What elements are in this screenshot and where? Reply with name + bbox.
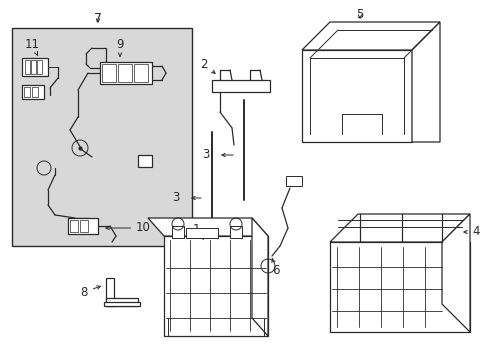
Bar (134, 64, 148, 82)
Bar (285, 176, 302, 186)
Bar (104, 302, 140, 306)
Polygon shape (329, 214, 469, 242)
Bar (229, 226, 242, 238)
Bar (106, 278, 114, 306)
Bar (22, 58, 48, 76)
Polygon shape (251, 218, 267, 336)
Bar (163, 236, 267, 336)
Bar (212, 80, 269, 92)
Bar (32, 87, 38, 97)
Bar (24, 87, 30, 97)
Bar (138, 155, 152, 167)
Text: 11: 11 (24, 37, 40, 56)
Bar (25, 60, 30, 74)
Text: 3: 3 (172, 192, 179, 204)
Polygon shape (441, 214, 469, 332)
Text: 7: 7 (94, 12, 102, 24)
Text: 1: 1 (192, 224, 203, 239)
Bar (12, 28, 192, 246)
Bar (37, 60, 42, 74)
Bar (302, 50, 411, 142)
Bar (22, 85, 44, 99)
Polygon shape (148, 218, 267, 236)
Bar (70, 220, 78, 232)
Bar (31, 60, 36, 74)
Bar (100, 62, 152, 84)
Text: 10: 10 (105, 221, 151, 234)
Text: 5: 5 (356, 8, 363, 21)
Text: 2: 2 (200, 58, 215, 73)
Bar (106, 298, 138, 306)
Bar (102, 64, 116, 82)
Text: 3: 3 (202, 148, 209, 162)
Bar (329, 242, 469, 332)
Text: 9: 9 (116, 37, 123, 57)
Polygon shape (302, 22, 439, 50)
Bar (68, 218, 98, 234)
Bar (80, 220, 88, 232)
Polygon shape (411, 22, 439, 142)
Text: 4: 4 (463, 225, 479, 238)
Text: 8: 8 (81, 285, 100, 298)
Bar (118, 64, 132, 82)
Bar (185, 228, 218, 238)
Bar (172, 226, 183, 238)
Text: 6: 6 (271, 258, 280, 276)
